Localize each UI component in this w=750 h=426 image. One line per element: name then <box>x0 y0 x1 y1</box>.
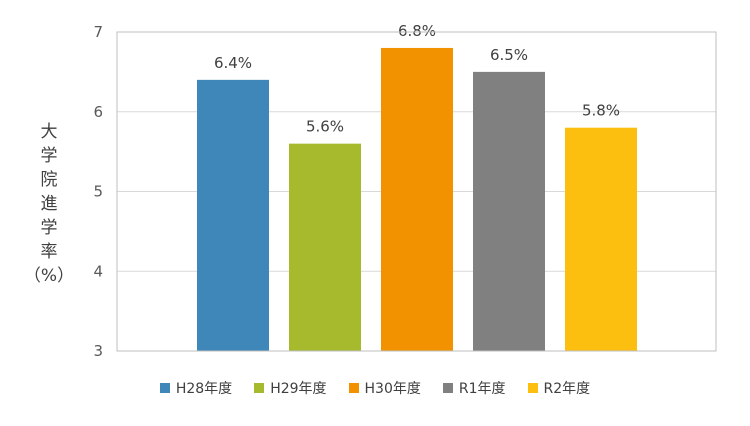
data-label-4: 6.5% <box>490 46 528 64</box>
data-labels: 6.4% 5.6% 6.8% 6.5% 5.8% <box>214 22 620 136</box>
legend-item-5: R2年度 <box>527 378 591 398</box>
legend: H28年度 H29年度 H30年度 R1年度 R2年度 <box>0 378 750 398</box>
legend-label: R2年度 <box>543 381 591 397</box>
y-axis-unit-label: （%） <box>23 266 75 286</box>
data-label-1: 6.4% <box>214 54 252 72</box>
legend-label: H30年度 <box>364 381 421 397</box>
legend-swatch <box>348 383 359 393</box>
legend-swatch <box>159 383 170 393</box>
legend-item-4: R1年度 <box>442 378 506 398</box>
bars <box>197 47 637 351</box>
y-tick-label: 3 <box>93 342 103 360</box>
legend-label: H29年度 <box>270 381 327 397</box>
y-tick-label: 7 <box>93 23 103 41</box>
bar-1 <box>197 79 269 351</box>
legend-swatch <box>442 383 453 393</box>
legend-item-1: H28年度 <box>159 378 233 398</box>
y-tick-labels: 3 4 5 6 7 <box>93 23 103 360</box>
bar-3 <box>381 47 453 351</box>
legend-swatch <box>254 383 265 393</box>
bar-2 <box>289 143 361 351</box>
y-tick-label: 5 <box>93 183 103 201</box>
y-tick-label: 6 <box>93 103 103 121</box>
legend-item-3: H30年度 <box>348 378 421 398</box>
y-tick-label: 4 <box>93 262 103 280</box>
legend-swatch <box>527 383 538 393</box>
data-label-3: 6.8% <box>398 22 436 40</box>
data-label-5: 5.8% <box>582 102 620 120</box>
legend-label: R1年度 <box>458 381 506 397</box>
bar-5 <box>565 127 637 351</box>
legend-label: H28年度 <box>175 381 233 397</box>
bar-4 <box>473 71 545 351</box>
plot-area-frame <box>116 31 717 352</box>
y-axis-label: 大 学 院 進 学 率 <box>40 122 58 262</box>
legend-item-2: H29年度 <box>254 378 327 398</box>
data-label-2: 5.6% <box>306 118 344 136</box>
